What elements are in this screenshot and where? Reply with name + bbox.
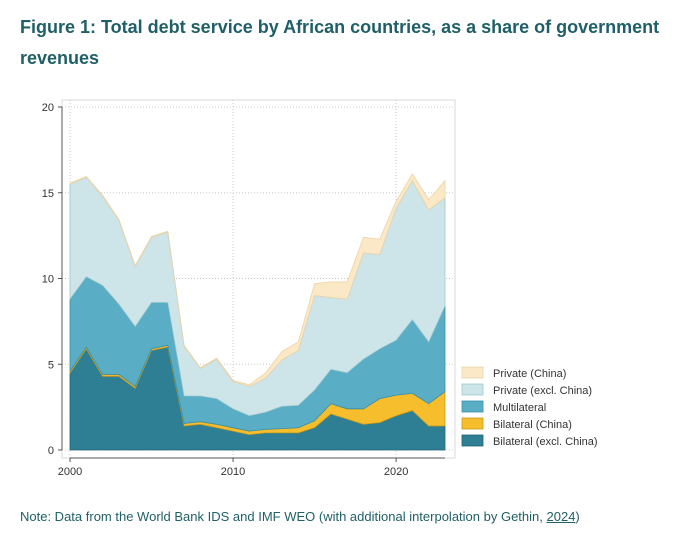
y-tick-label: 10 (42, 274, 54, 286)
y-tick-label: 20 (42, 102, 54, 114)
legend-label-multilateral: Multilateral (493, 402, 546, 414)
legend-label-bilateral-china: Bilateral (China) (493, 419, 572, 431)
footnote: Note: Data from the World Bank IDS and I… (20, 509, 580, 524)
legend-label-private-excl-china: Private (excl. China) (493, 385, 592, 397)
y-tick-label: 15 (42, 188, 54, 200)
footnote-text: Note: Data from the World Bank IDS and I… (20, 509, 547, 524)
legend-swatch-private-excl-china (461, 383, 484, 396)
legend: Private (China) Private (excl. China) Mult… (461, 366, 598, 448)
y-tick-label: 5 (48, 359, 54, 371)
y-tick-label: 0 (48, 445, 54, 457)
area-series (69, 173, 446, 451)
area-private-china (69, 173, 446, 387)
citation-link[interactable]: 2024 (546, 509, 576, 524)
x-tick-label: 2020 (384, 466, 408, 478)
legend-swatch-private-china (461, 366, 484, 379)
x-tick-label: 2000 (58, 466, 82, 478)
x-tick-label: 2010 (221, 466, 245, 478)
legend-label-private-china: Private (China) (493, 368, 566, 380)
axes: 0 5 10 15 20 2000 2010 2020 (42, 102, 445, 478)
footnote-suffix: ) (575, 509, 580, 524)
legend-label-bilateral-excl-china: Bilateral (excl. China) (493, 436, 598, 448)
figure-title: Figure 1: Total debt service by African … (20, 17, 660, 68)
legend-swatch-multilateral (461, 400, 484, 413)
legend-swatch-bilateral-excl-china (461, 434, 484, 447)
legend-swatch-bilateral-china (461, 417, 484, 430)
